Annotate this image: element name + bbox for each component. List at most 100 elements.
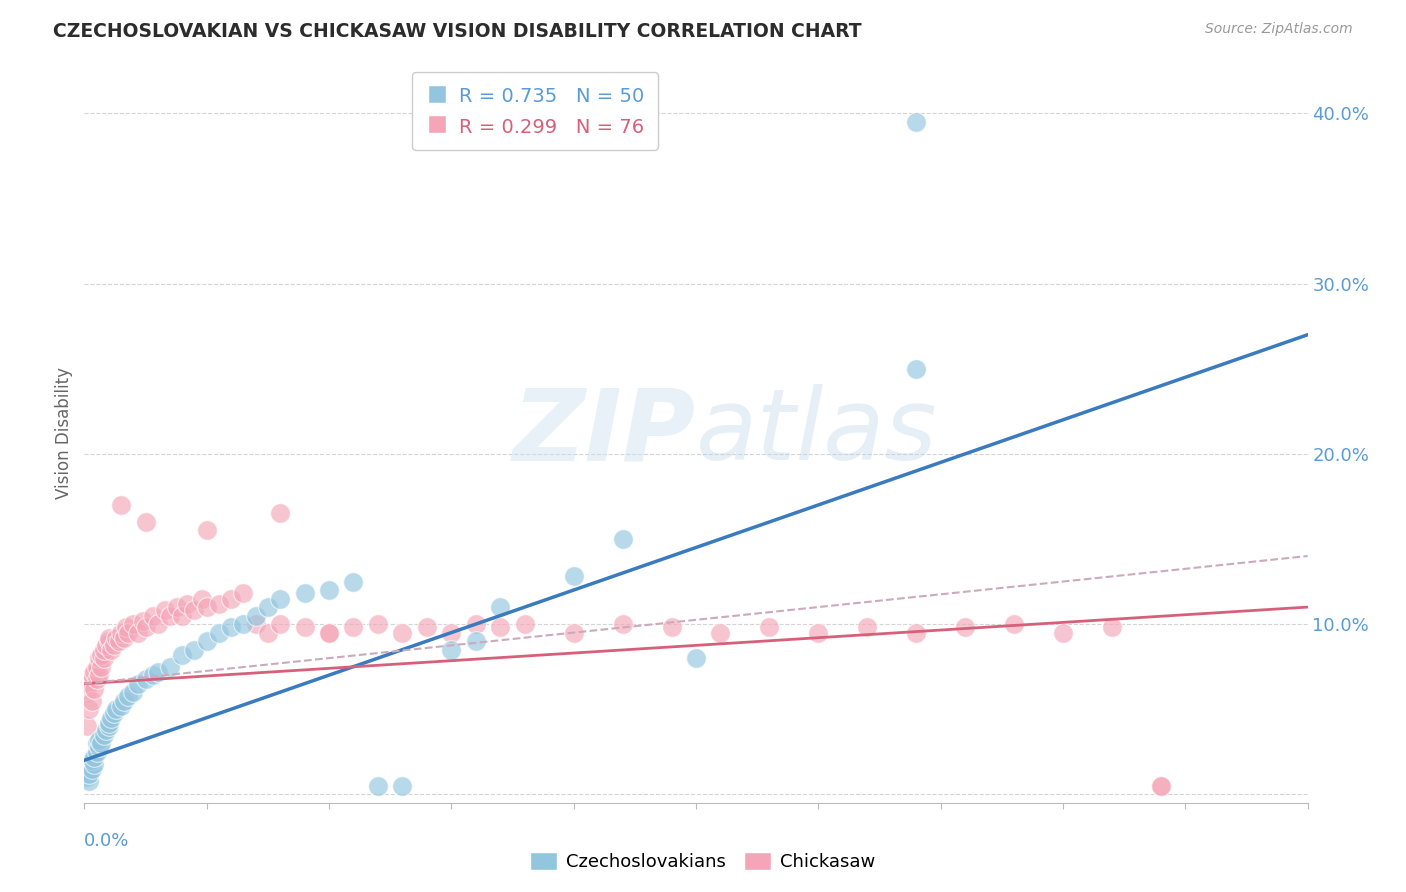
Point [905, 115, 928, 129]
Point [87, 739, 110, 754]
Point [318, 625, 340, 640]
Point [77, 773, 100, 788]
Point [758, 620, 780, 634]
Text: atlas: atlas [696, 384, 938, 481]
Point [232, 586, 254, 600]
Point [80, 694, 103, 708]
Point [183, 642, 205, 657]
Point [191, 591, 214, 606]
Point [135, 672, 157, 686]
Point [612, 532, 634, 546]
Point [117, 625, 139, 640]
Point [318, 625, 340, 640]
Text: ZIP: ZIP [513, 384, 696, 481]
Point [661, 620, 683, 634]
Point [245, 617, 267, 632]
Text: 0.0%: 0.0% [84, 832, 129, 850]
Point [342, 620, 364, 634]
Point [127, 625, 149, 640]
Point [87, 668, 110, 682]
Point [159, 659, 181, 673]
Point [269, 591, 291, 606]
Point [80, 668, 103, 682]
Point [87, 651, 110, 665]
Point [440, 642, 463, 657]
Point [122, 617, 145, 632]
Legend: Czechoslovakians, Chickasaw: Czechoslovakians, Chickasaw [523, 845, 883, 879]
Point [83, 756, 105, 771]
Point [83, 749, 105, 764]
Point [110, 698, 132, 713]
Point [489, 600, 512, 615]
Y-axis label: Vision Disability: Vision Disability [55, 367, 73, 499]
Point [76, 719, 98, 733]
Point [76, 770, 98, 784]
Point [257, 600, 280, 615]
Point [90, 648, 112, 662]
Point [219, 591, 242, 606]
Point [367, 617, 389, 632]
Point [953, 620, 976, 634]
Point [905, 625, 928, 640]
Point [562, 625, 585, 640]
Point [1101, 620, 1123, 634]
Point [464, 617, 486, 632]
Point [77, 702, 100, 716]
Point [100, 711, 122, 725]
Point [709, 625, 731, 640]
Point [86, 736, 108, 750]
Point [107, 634, 129, 648]
Point [96, 723, 118, 737]
Point [83, 665, 105, 679]
Point [97, 715, 120, 730]
Point [115, 620, 138, 634]
Point [77, 767, 100, 781]
Text: CZECHOSLOVAKIAN VS CHICKASAW VISION DISABILITY CORRELATION CHART: CZECHOSLOVAKIAN VS CHICKASAW VISION DISA… [53, 22, 862, 41]
Point [183, 603, 205, 617]
Point [97, 719, 120, 733]
Point [245, 608, 267, 623]
Point [195, 634, 218, 648]
Point [77, 676, 100, 690]
Point [97, 631, 120, 645]
Point [416, 620, 439, 634]
Point [219, 620, 242, 634]
Point [80, 762, 103, 776]
Point [93, 728, 115, 742]
Point [269, 507, 291, 521]
Point [93, 651, 115, 665]
Point [612, 617, 634, 632]
Point [159, 608, 181, 623]
Point [208, 597, 231, 611]
Point [489, 620, 512, 634]
Point [127, 676, 149, 690]
Point [391, 779, 413, 793]
Point [122, 685, 145, 699]
Point [86, 672, 108, 686]
Point [391, 625, 413, 640]
Point [367, 779, 389, 793]
Point [97, 634, 120, 648]
Point [208, 625, 231, 640]
Point [76, 685, 98, 699]
Point [86, 745, 108, 759]
Point [112, 694, 135, 708]
Point [112, 631, 135, 645]
Point [110, 498, 132, 512]
Point [318, 582, 340, 597]
Point [269, 617, 291, 632]
Point [90, 659, 112, 673]
Point [172, 648, 194, 662]
Point [87, 732, 110, 747]
Point [146, 617, 169, 632]
Point [103, 638, 125, 652]
Point [195, 600, 218, 615]
Point [342, 574, 364, 589]
Point [105, 631, 128, 645]
Point [166, 600, 188, 615]
Point [195, 524, 218, 538]
Point [232, 617, 254, 632]
Point [1150, 779, 1173, 793]
Point [105, 702, 128, 716]
Point [856, 620, 879, 634]
